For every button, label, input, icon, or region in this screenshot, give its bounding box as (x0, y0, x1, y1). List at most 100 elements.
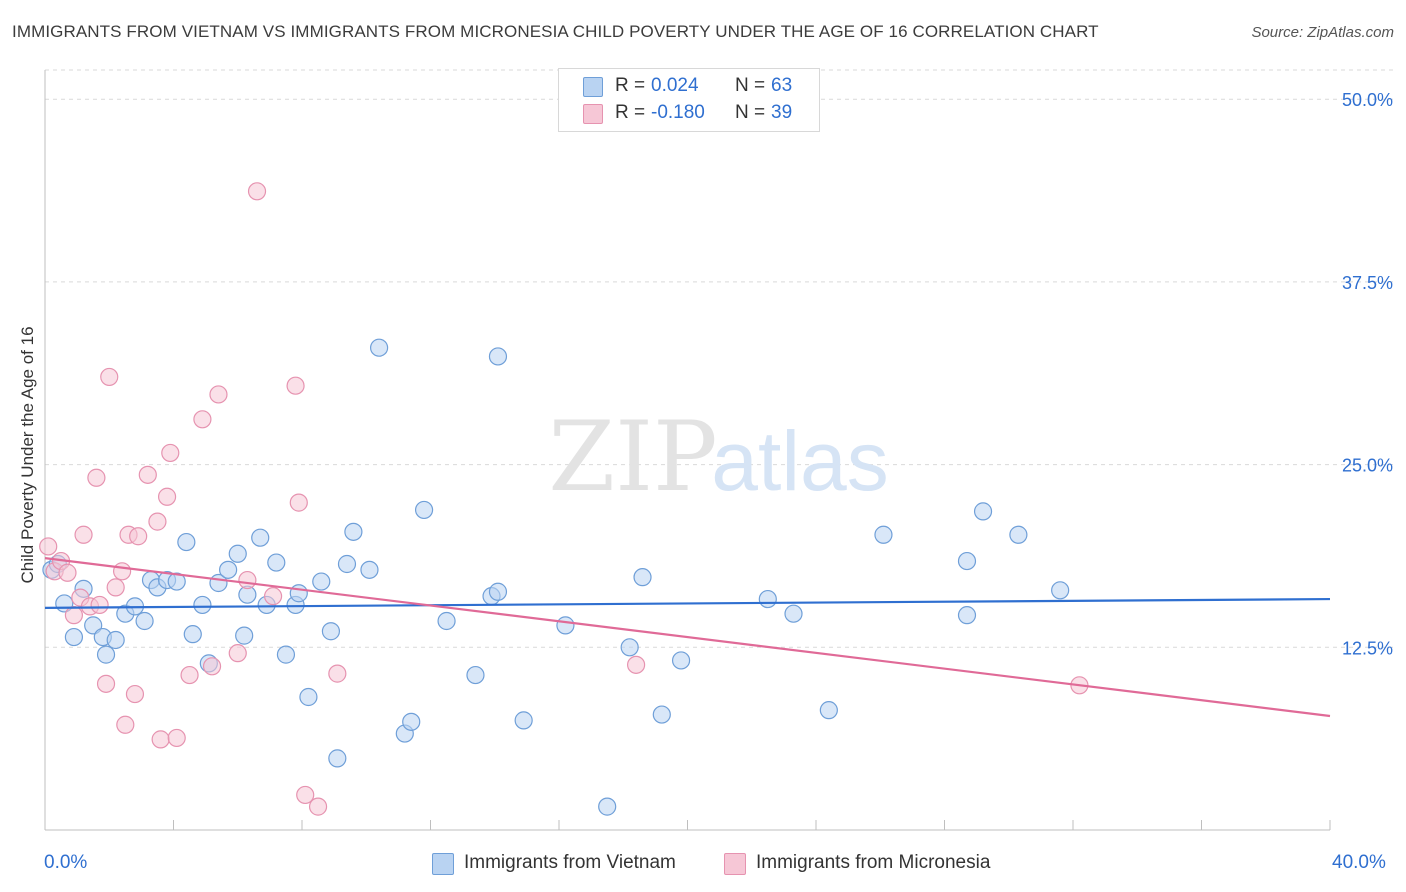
vietnam-point (758, 589, 777, 609)
vietnam-point (633, 568, 652, 587)
axes (44, 70, 1331, 831)
micronesia-point (106, 578, 125, 597)
vietnam-point (177, 532, 196, 552)
vietnam-point (957, 606, 977, 625)
n-label: N = (735, 102, 766, 123)
vietnam-point (276, 645, 296, 664)
x-tick-max: 40.0% (1332, 852, 1386, 873)
micronesia-swatch (583, 104, 603, 124)
vietnam-point (289, 584, 308, 603)
data-points (39, 182, 1089, 816)
r-value: -0.180 (651, 102, 705, 123)
micronesia-point (64, 606, 84, 625)
micronesia-point (626, 655, 646, 674)
micronesia-point (112, 562, 132, 581)
vietnam-point (312, 572, 331, 591)
vietnam-point (466, 665, 485, 685)
vietnam-point (598, 797, 617, 816)
vietnam-point (219, 560, 238, 579)
micronesia-point (138, 465, 157, 484)
watermark-zip: ZIP (548, 401, 717, 513)
n-value: 63 (771, 75, 793, 96)
legend-label: Immigrants from Vietnam (464, 852, 676, 873)
vietnam-point (183, 625, 202, 644)
vietnam-point (321, 622, 341, 641)
vietnam-point (228, 544, 247, 563)
vietnam-point (671, 651, 691, 670)
watermark-atlas: atlas (711, 414, 888, 508)
micronesia-point (129, 527, 148, 546)
vietnam-point (652, 705, 671, 724)
micronesia-point (90, 595, 109, 615)
vietnam-point (784, 604, 803, 623)
micronesia-point (157, 487, 177, 506)
vietnam-point (819, 701, 838, 720)
legend-label: Immigrants from Micronesia (756, 852, 991, 873)
micronesia-point (289, 493, 308, 512)
vietnam-swatch (432, 853, 454, 875)
y-tick-labels: 12.5% 25.0% 37.5% 50.0% (1342, 90, 1393, 658)
micronesia-point (151, 730, 170, 749)
vietnam-point (235, 626, 254, 645)
micronesia-trend-line (44, 557, 1331, 718)
gridlines (45, 69, 1394, 648)
micronesia-point (238, 570, 257, 590)
micronesia-point (161, 443, 180, 463)
y-tick-label: 50.0% (1342, 90, 1393, 110)
micronesia-point (116, 715, 135, 734)
vietnam-point (1051, 581, 1070, 600)
micronesia-point (308, 797, 328, 816)
vietnam-point (957, 551, 977, 571)
stats-legend: R = 0.024 N = 63 R = -0.180 N = 39 (558, 68, 820, 132)
vietnam-point (96, 645, 116, 664)
micronesia-point (247, 182, 267, 201)
vietnam-point (414, 500, 434, 520)
vietnam-trend-line (44, 597, 1331, 609)
vietnam-point (973, 502, 993, 521)
vietnam-point (193, 595, 212, 615)
micronesia-point (148, 512, 167, 531)
micronesia-point (209, 385, 228, 404)
vietnam-point (267, 553, 286, 572)
micronesia-point (39, 537, 58, 556)
vietnam-point (167, 572, 186, 591)
vietnam-point (344, 522, 363, 541)
source-label: Source: ZipAtlas.com (1251, 24, 1394, 41)
vietnam-point (84, 616, 103, 635)
vietnam-point (488, 347, 508, 366)
vietnam-point (106, 630, 125, 650)
vietnam-point (437, 611, 456, 631)
vietnam-point (370, 338, 389, 357)
micronesia-point (328, 664, 347, 683)
n-label: N = (735, 75, 766, 96)
x-tick-min: 0.0% (44, 852, 88, 873)
y-tick-label: 12.5% (1342, 638, 1393, 658)
micronesia-point (286, 376, 305, 395)
vietnam-point (64, 627, 84, 647)
vietnam-point (620, 638, 639, 657)
r-label: R = (615, 75, 646, 96)
y-tick-label: 37.5% (1342, 273, 1393, 293)
micronesia-point (74, 525, 93, 544)
micronesia-point (228, 644, 247, 663)
vietnam-point (299, 687, 318, 707)
micronesia-point (87, 468, 106, 487)
micronesia-swatch (724, 853, 746, 875)
micronesia-point (202, 657, 222, 676)
vietnam-swatch (583, 77, 603, 97)
vietnam-point (251, 528, 270, 547)
micronesia-point (167, 728, 186, 748)
micronesia-point (100, 367, 119, 387)
micronesia-point (180, 665, 199, 685)
vietnam-point (135, 611, 154, 631)
micronesia-point (58, 563, 77, 582)
micronesia-point (193, 410, 212, 429)
vietnam-point (1009, 525, 1028, 544)
micronesia-point (296, 785, 315, 805)
vietnam-point (328, 749, 347, 768)
vietnam-point (360, 560, 379, 579)
chart-title: IMMIGRANTS FROM VIETNAM VS IMMIGRANTS FR… (12, 22, 1099, 41)
vietnam-point (402, 712, 421, 731)
micronesia-point (96, 674, 116, 693)
